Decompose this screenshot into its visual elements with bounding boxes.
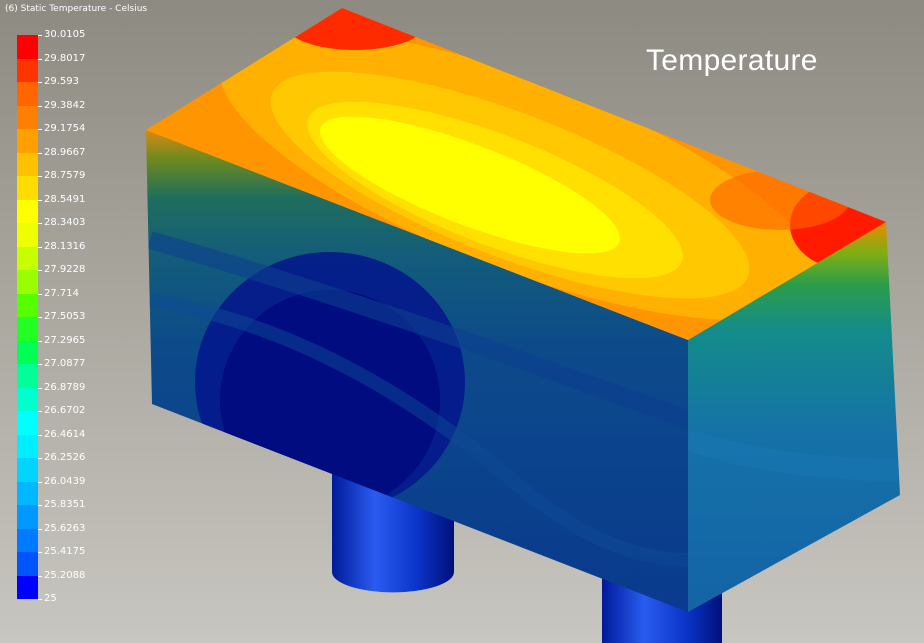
- legend-label: 28.7579: [44, 170, 86, 181]
- legend-label: 29.8017: [44, 52, 86, 64]
- legend-label: 29.3842: [44, 99, 86, 111]
- legend-tick: [38, 223, 42, 224]
- legend-tick: [38, 599, 42, 600]
- legend-tick: [38, 575, 42, 577]
- legend-tick: [38, 411, 42, 412]
- legend-swatch: [17, 58, 38, 82]
- legend-label: 27.714: [44, 287, 79, 299]
- legend-tick: [38, 199, 42, 201]
- legend-label: 27.0877: [44, 358, 86, 369]
- legend-swatch: [17, 152, 38, 176]
- legend-label: 28.3403: [44, 217, 86, 228]
- legend-label: 26.2526: [44, 452, 86, 463]
- legend-swatch: [17, 223, 38, 247]
- legend-tick: [38, 552, 42, 553]
- legend-swatch: [17, 105, 38, 129]
- legend-label: 28.5491: [44, 193, 86, 205]
- legend-swatch: [17, 552, 38, 576]
- legend-tick: [38, 105, 42, 107]
- legend-swatch: [17, 270, 38, 294]
- legend-title: (6) Static Temperature - Celsius: [5, 4, 148, 14]
- legend-tick: [38, 505, 42, 506]
- legend-swatch: [17, 575, 38, 599]
- legend-swatch: [17, 364, 38, 388]
- legend-tick: [38, 528, 42, 530]
- legend-label: 27.5053: [44, 311, 86, 322]
- legend-tick: [38, 458, 42, 459]
- legend-swatch: [17, 387, 38, 411]
- legend-swatch: [17, 176, 38, 200]
- legend-label: 26.8789: [44, 381, 86, 393]
- legend-color-bar: [17, 35, 38, 599]
- legend-label: 25.8351: [44, 499, 86, 510]
- legend-label: 27.2965: [44, 334, 86, 346]
- legend-label: 25.4175: [44, 546, 86, 557]
- legend-label: 29.593: [44, 76, 79, 87]
- legend-tick: [38, 176, 42, 177]
- legend-tick: [38, 152, 42, 154]
- legend-label: 30.0105: [44, 29, 86, 40]
- top-face: [146, 8, 886, 340]
- legend-swatch: [17, 434, 38, 458]
- legend-tick: [38, 434, 42, 436]
- legend-swatch: [17, 528, 38, 552]
- legend-tick: [38, 58, 42, 60]
- legend-swatch: [17, 505, 38, 529]
- legend-label: 29.1754: [44, 123, 86, 134]
- legend-tick: [38, 317, 42, 318]
- legend-tick: [38, 246, 42, 248]
- legend-label: 27.9228: [44, 264, 86, 275]
- legend-tick: [38, 293, 42, 295]
- legend-swatch: [17, 458, 38, 482]
- legend-tick: [38, 270, 42, 271]
- legend-swatch: [17, 199, 38, 223]
- legend-swatch: [17, 293, 38, 317]
- legend-label: 28.9667: [44, 146, 86, 158]
- side-face: [688, 222, 900, 612]
- legend-tick: [38, 340, 42, 342]
- legend-swatch: [17, 317, 38, 341]
- legend-swatch: [17, 411, 38, 435]
- legend-label: 28.1316: [44, 240, 86, 252]
- legend-label: 25.2088: [44, 569, 86, 581]
- overlay-title: Temperature: [646, 44, 818, 77]
- legend-swatch: [17, 129, 38, 153]
- legend-tick: [38, 387, 42, 389]
- legend-tick: [38, 129, 42, 130]
- legend-tick: [38, 364, 42, 365]
- legend-swatch: [17, 82, 38, 106]
- legend-label: 26.0439: [44, 475, 86, 487]
- legend-label: 25.6263: [44, 522, 86, 534]
- legend-swatch: [17, 481, 38, 505]
- legend-label: 26.6702: [44, 405, 86, 416]
- legend-label: 25: [44, 593, 57, 604]
- legend-tick: [38, 35, 42, 36]
- legend-tick: [38, 481, 42, 483]
- legend-swatch: [17, 340, 38, 364]
- legend-swatch: [17, 35, 38, 59]
- legend-swatch: [17, 246, 38, 270]
- legend-tick: [38, 82, 42, 83]
- legend-label: 26.4614: [44, 428, 86, 440]
